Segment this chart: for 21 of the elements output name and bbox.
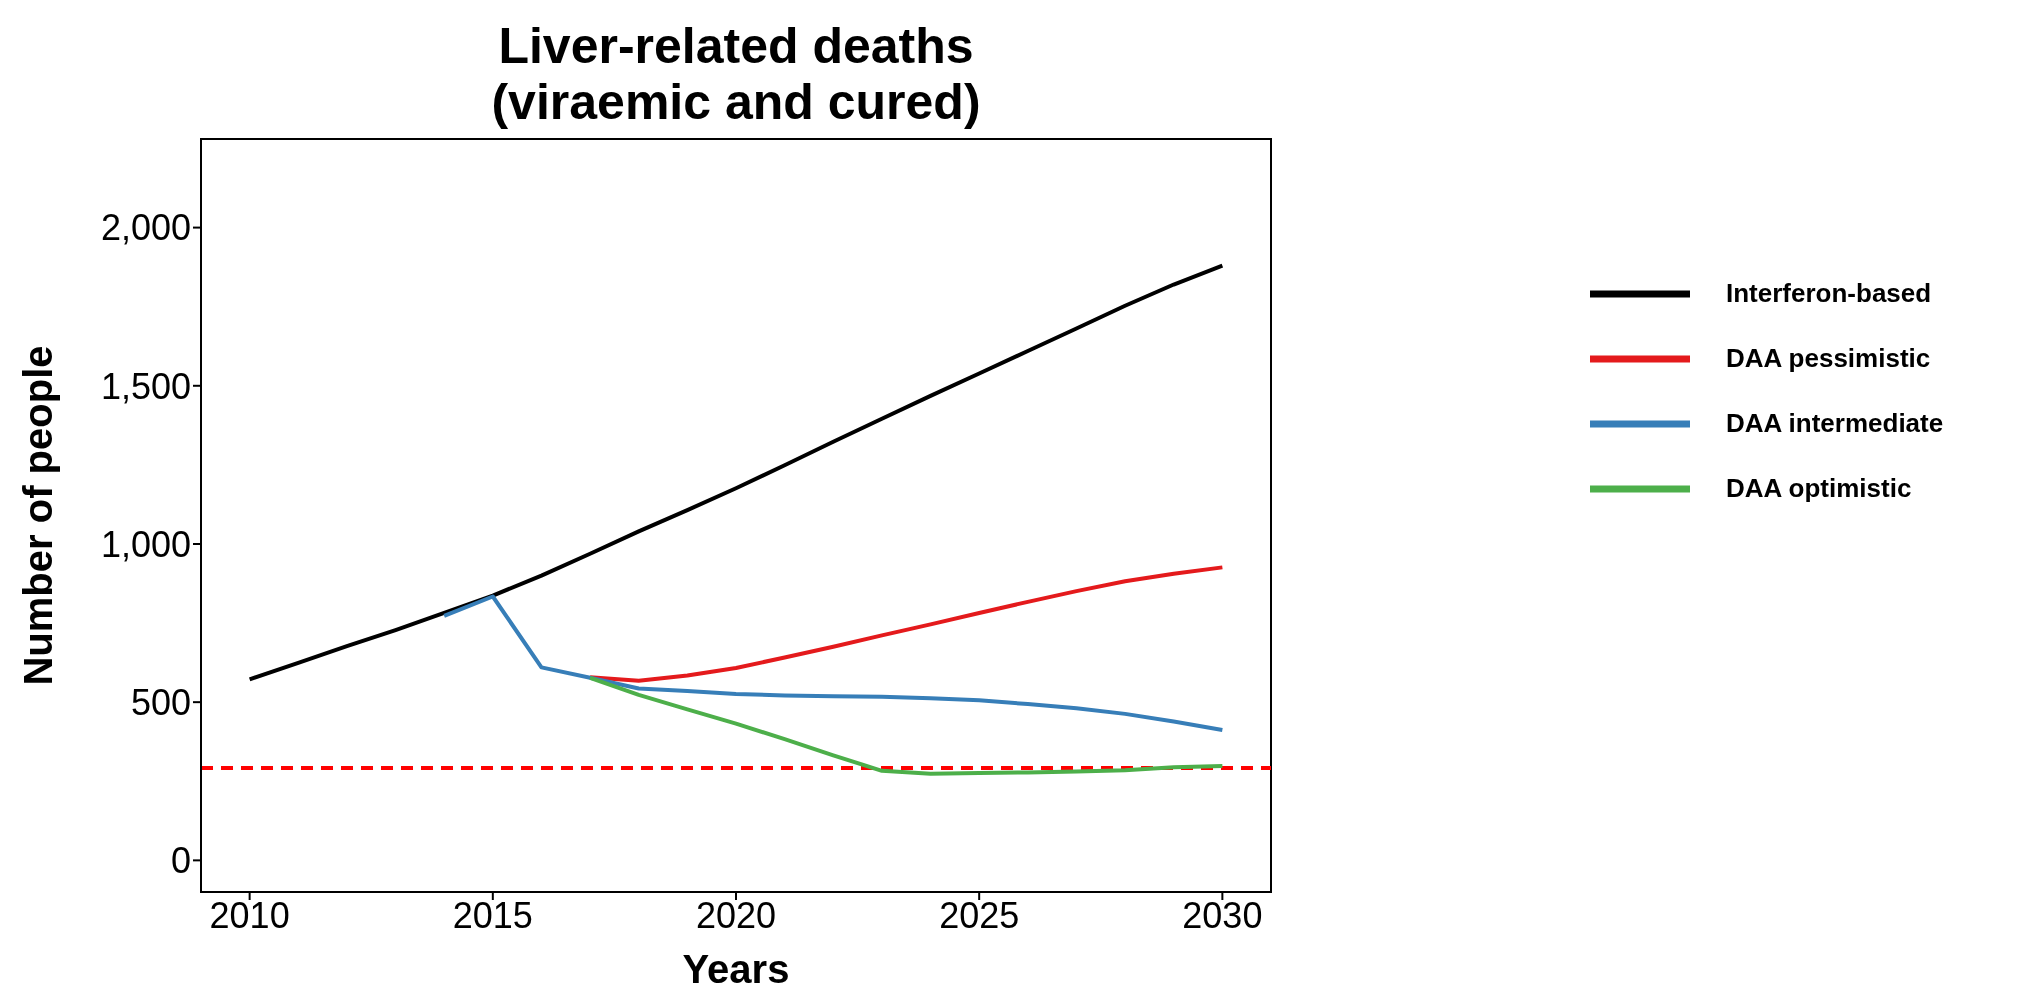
x-axis-title: Years <box>682 947 790 988</box>
y-tick-label: 500 <box>130 681 191 723</box>
line-series <box>588 675 1225 776</box>
legend-label: DAA intermediate <box>1726 408 1944 439</box>
y-tick-label: 0 <box>170 840 191 882</box>
legend-label: DAA optimistic <box>1726 473 1912 504</box>
legend-label: Interferon-based <box>1726 278 1932 309</box>
chart-title: Liver-related deaths (viraemic and cured) <box>490 18 982 130</box>
x-tick-label: 2010 <box>209 894 290 936</box>
y-axis-title: Number of people <box>16 345 61 686</box>
line-series <box>588 565 1225 683</box>
x-tick-label: 2020 <box>695 894 777 936</box>
line-series <box>247 263 1225 682</box>
line-series <box>442 594 1225 733</box>
y-tick-label: 1,500 <box>100 365 191 407</box>
x-tick-label: 2025 <box>939 894 1020 936</box>
x-tick-label: 2015 <box>452 894 533 936</box>
y-tick-label: 2,000 <box>100 207 191 249</box>
legend-label: DAA pessimistic <box>1726 343 1931 374</box>
x-tick-label: 2030 <box>1182 894 1263 936</box>
y-tick-label: 1,000 <box>100 523 191 565</box>
